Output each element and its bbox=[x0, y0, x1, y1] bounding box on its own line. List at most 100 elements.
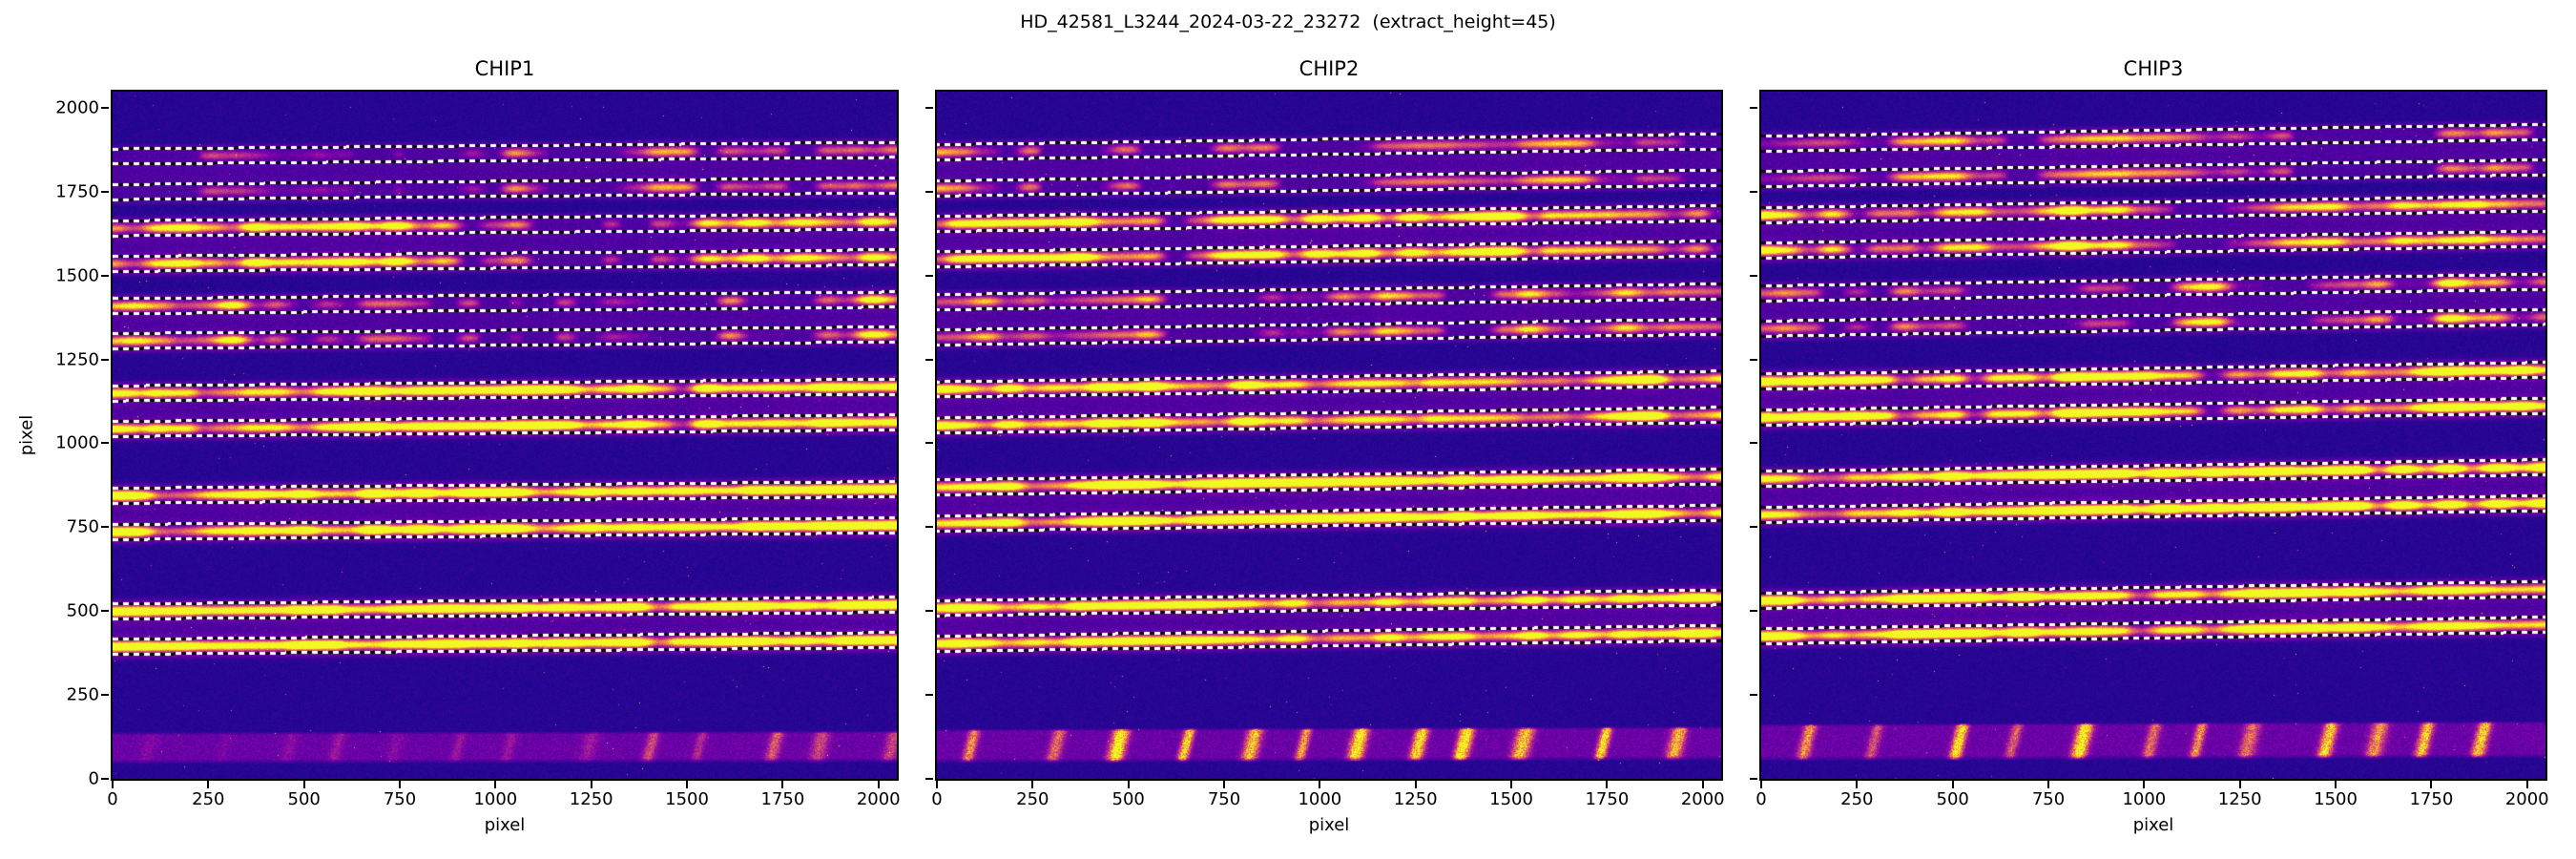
y-tick-mark bbox=[1750, 610, 1757, 613]
panel-chip1: CHIP1 pixel 0 250 500 750 1000 1250 1500 1750 20… bbox=[55, 57, 900, 835]
x-tick-label: 0 bbox=[107, 789, 118, 809]
y-tick-mark bbox=[1750, 358, 1757, 361]
x-tick-mark bbox=[2335, 781, 2337, 788]
y-tick-mark bbox=[1750, 694, 1757, 697]
panel-title-chip2: CHIP2 bbox=[1298, 57, 1360, 80]
x-tick-mark bbox=[781, 781, 784, 788]
axes-chip1 bbox=[111, 90, 899, 781]
y-tick-mark bbox=[101, 190, 109, 193]
x-tick-label: 1500 bbox=[1489, 789, 1533, 809]
x-tick-mark bbox=[1510, 781, 1513, 788]
x-tick-label: 750 bbox=[1207, 789, 1241, 809]
x-tick-label: 1000 bbox=[2122, 789, 2167, 809]
x-tick-mark bbox=[1951, 781, 1954, 788]
x-tick-label: 1000 bbox=[473, 789, 518, 809]
x-axis-label-chip1: pixel bbox=[484, 815, 526, 835]
y-tick-mark bbox=[101, 358, 109, 361]
x-axis-label-chip2: pixel bbox=[1308, 815, 1350, 835]
panel-title-chip3: CHIP3 bbox=[2123, 57, 2184, 80]
x-tick-label: 1750 bbox=[760, 789, 805, 809]
x-tick-mark bbox=[1127, 781, 1130, 788]
y-tick-mark bbox=[925, 106, 933, 109]
x-tick-label: 500 bbox=[1936, 789, 1969, 809]
axes-chip2 bbox=[935, 90, 1723, 781]
x-tick-mark bbox=[2238, 781, 2241, 788]
x-tick-label: 1250 bbox=[1393, 789, 1438, 809]
spectral-image-chip1 bbox=[113, 92, 897, 779]
x-tick-label: 750 bbox=[383, 789, 417, 809]
y-tick-mark bbox=[1750, 526, 1757, 529]
x-tick-mark bbox=[1319, 781, 1321, 788]
axes-chip3 bbox=[1759, 90, 2547, 781]
x-tick-mark bbox=[877, 781, 880, 788]
x-tick-mark bbox=[1856, 781, 1859, 788]
x-tick-mark bbox=[686, 781, 689, 788]
x-tick-mark bbox=[2143, 781, 2146, 788]
y-tick-mark bbox=[1750, 190, 1757, 193]
x-tick-mark bbox=[112, 781, 114, 788]
x-tick-mark bbox=[1223, 781, 1226, 788]
x-tick-label: 1750 bbox=[2409, 789, 2454, 809]
spectral-image-chip3 bbox=[1761, 92, 2545, 779]
y-tick-mark bbox=[925, 442, 933, 445]
y-tick-mark bbox=[101, 778, 109, 780]
y-tick-label: 1250 bbox=[55, 349, 99, 370]
y-tick-mark bbox=[101, 526, 109, 529]
x-tick-mark bbox=[1606, 781, 1609, 788]
y-tick-mark bbox=[925, 526, 933, 529]
x-tick-label: 500 bbox=[287, 789, 321, 809]
y-tick-mark bbox=[925, 778, 933, 780]
x-tick-mark bbox=[1414, 781, 1417, 788]
y-axis-label: pixel bbox=[16, 414, 37, 456]
y-tick-label: 2000 bbox=[55, 97, 99, 118]
y-tick-mark bbox=[101, 610, 109, 613]
spectral-image-chip2 bbox=[937, 92, 1721, 779]
panel-chip2: CHIP2 pixel 0 250 500 750 1000 1250 1500 1750 20… bbox=[925, 57, 1725, 835]
x-tick-label: 500 bbox=[1111, 789, 1145, 809]
y-tick-label: 250 bbox=[66, 684, 99, 705]
x-tick-mark bbox=[1701, 781, 1704, 788]
x-tick-mark bbox=[207, 781, 210, 788]
y-tick-mark bbox=[1750, 442, 1757, 445]
x-tick-label: 1250 bbox=[2217, 789, 2262, 809]
x-tick-label: 1750 bbox=[1585, 789, 1630, 809]
x-tick-label: 2000 bbox=[2504, 789, 2549, 809]
x-tick-mark bbox=[399, 781, 402, 788]
y-tick-mark bbox=[1750, 778, 1757, 780]
y-tick-mark bbox=[925, 694, 933, 697]
y-tick-mark bbox=[925, 610, 933, 613]
x-tick-mark bbox=[302, 781, 305, 788]
panel-title-chip1: CHIP1 bbox=[474, 57, 535, 80]
y-tick-mark bbox=[101, 694, 109, 697]
x-tick-mark bbox=[1031, 781, 1034, 788]
x-tick-mark bbox=[936, 781, 938, 788]
x-tick-label: 750 bbox=[2031, 789, 2066, 809]
y-tick-mark bbox=[101, 442, 109, 445]
x-tick-mark bbox=[2430, 781, 2433, 788]
y-tick-label: 750 bbox=[66, 516, 99, 537]
y-tick-label: 500 bbox=[66, 600, 99, 621]
panel-chip3: CHIP3 pixel 0 250 500 750 1000 1250 1500 1750 20… bbox=[1750, 57, 2549, 835]
y-tick-label: 1000 bbox=[55, 432, 99, 453]
x-tick-label: 1500 bbox=[665, 789, 709, 809]
y-tick-label: 1750 bbox=[55, 181, 99, 202]
y-tick-mark bbox=[101, 106, 109, 109]
x-tick-label: 250 bbox=[192, 789, 225, 809]
y-tick-label: 0 bbox=[88, 768, 99, 789]
x-tick-mark bbox=[590, 781, 592, 788]
x-tick-label: 1250 bbox=[569, 789, 613, 809]
x-tick-label: 1500 bbox=[2314, 789, 2358, 809]
x-tick-mark bbox=[1760, 781, 1762, 788]
figure-suptitle: HD_42581_L3244_2024-03-22_23272 (extract… bbox=[1020, 11, 1556, 32]
y-tick-label: 1500 bbox=[55, 265, 99, 286]
x-tick-mark bbox=[2047, 781, 2050, 788]
y-tick-mark bbox=[925, 274, 933, 277]
x-axis-label-chip3: pixel bbox=[2132, 815, 2174, 835]
x-tick-label: 1000 bbox=[1298, 789, 1342, 809]
x-tick-label: 2000 bbox=[856, 789, 901, 809]
y-tick-mark bbox=[101, 274, 109, 277]
x-tick-label: 250 bbox=[1840, 789, 1874, 809]
x-tick-label: 0 bbox=[1755, 789, 1767, 809]
x-tick-mark bbox=[494, 781, 497, 788]
